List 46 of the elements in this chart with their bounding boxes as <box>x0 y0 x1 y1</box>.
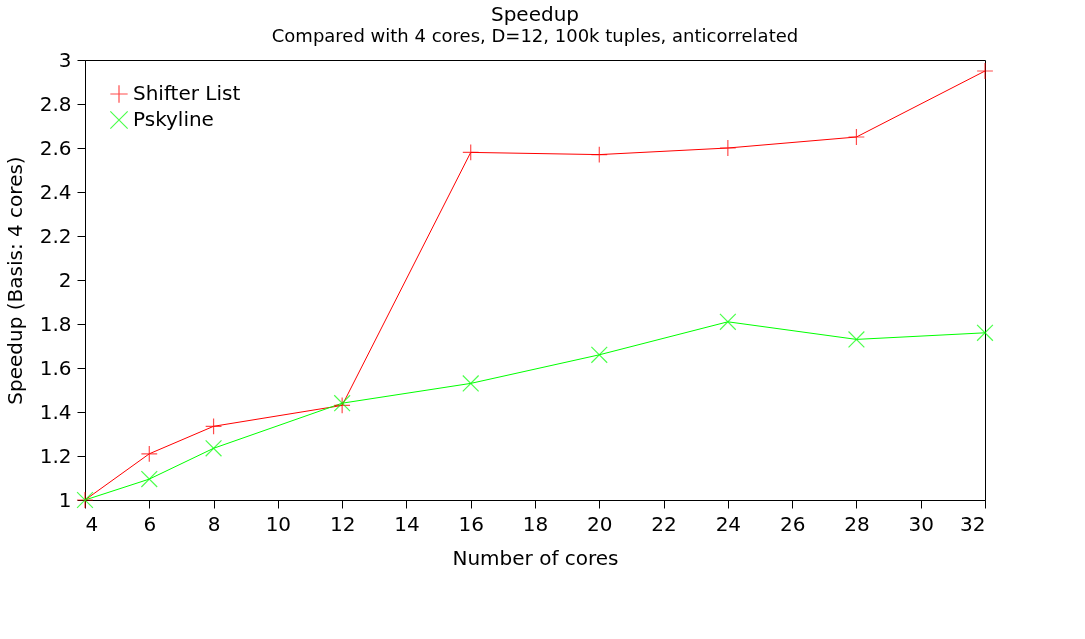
x-tick-label: 16 <box>458 511 484 536</box>
chart-title: Speedup <box>490 2 580 26</box>
y-tick-label: 2.8 <box>39 91 72 116</box>
y-tick-label: 2.2 <box>39 223 72 248</box>
y-tick-label: 1.6 <box>39 355 72 380</box>
point <box>462 143 480 161</box>
point <box>590 146 608 164</box>
y-axis-title: Speedup (Basis: 4 cores) <box>2 156 27 405</box>
x-tick-label: 26 <box>779 511 806 536</box>
point <box>590 346 608 364</box>
chart-subtitle: Compared with 4 cores, D=12, 100k tuples, anticorrelated <box>271 25 799 46</box>
point <box>847 128 865 146</box>
x-tick-label: 28 <box>844 511 870 536</box>
point <box>140 470 158 488</box>
y-tick-label: 3 <box>58 47 72 72</box>
x-tick-label: 10 <box>265 511 292 536</box>
y-tick-label: 2 <box>58 267 72 292</box>
point <box>462 374 480 392</box>
x-tick-label: 12 <box>329 511 356 536</box>
y-tick-label: 1.8 <box>39 311 72 336</box>
legend-label: Pskyline <box>133 107 214 131</box>
x-tick-label: 18 <box>522 511 549 536</box>
x-tick-label: 30 <box>908 511 934 536</box>
point <box>976 62 994 80</box>
x-tick-label: 24 <box>715 511 742 536</box>
x-tick-label: 6 <box>143 511 157 536</box>
point <box>140 445 158 463</box>
y-tick-label: 1.2 <box>39 443 72 468</box>
y-tick-label: 2.4 <box>39 179 72 204</box>
point <box>719 139 737 157</box>
x-tick-label: 14 <box>394 511 420 536</box>
x-tick-label: 8 <box>207 511 221 536</box>
x-tick-label: 32 <box>960 511 986 536</box>
x-axis-title: Number of cores <box>452 545 619 570</box>
point <box>205 417 223 435</box>
y-tick-label: 1.4 <box>39 399 72 424</box>
x-tick-label: 4 <box>85 511 99 536</box>
x-tick-label: 22 <box>651 511 677 536</box>
y-tick-label: 1 <box>58 487 72 512</box>
point <box>205 439 223 457</box>
point <box>847 330 865 348</box>
legend-label: Shifter List <box>133 81 241 105</box>
point <box>719 313 737 331</box>
x-tick-label: 20 <box>587 511 613 536</box>
y-tick-label: 2.6 <box>39 135 72 160</box>
point <box>976 324 994 342</box>
